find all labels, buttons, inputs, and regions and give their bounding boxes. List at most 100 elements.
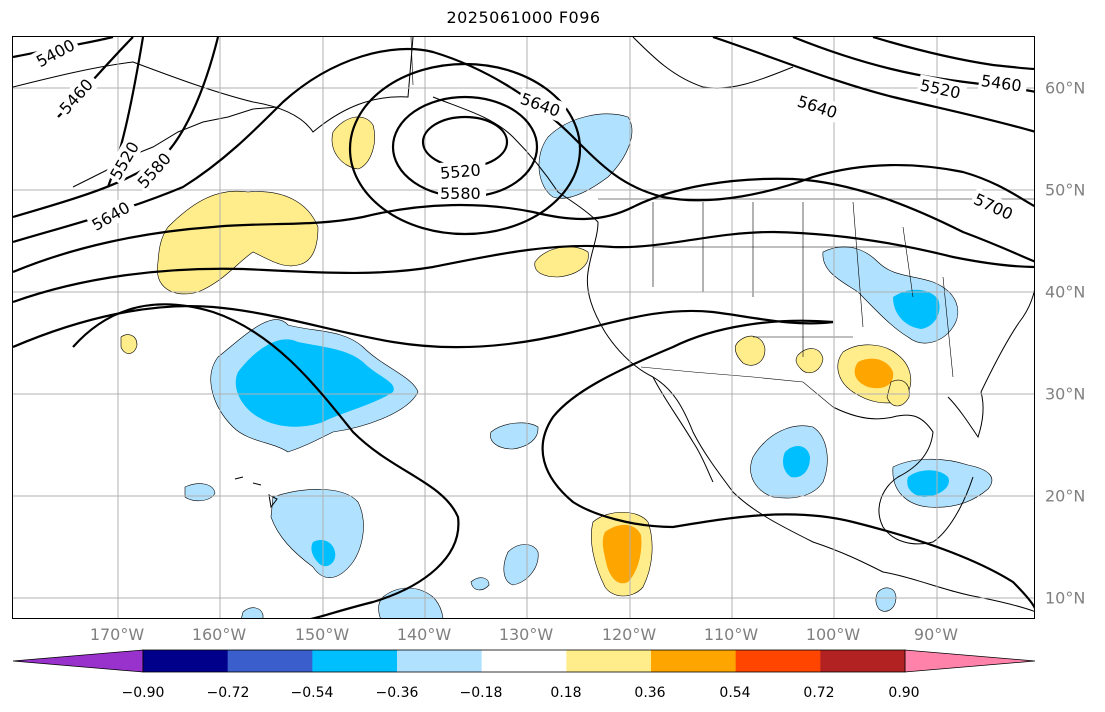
contour-label: 5640 — [88, 198, 133, 235]
colorbar-segment — [397, 650, 483, 672]
anomaly-area-great-lakes — [822, 246, 959, 344]
colorbar-tick: 0.18 — [550, 685, 582, 701]
contour-label: 5400 — [33, 37, 78, 71]
contour-label: 5580 — [440, 184, 481, 203]
anomaly-area-caribbean-core — [907, 470, 949, 497]
contour-line — [872, 37, 1034, 71]
lon-label-130w: 130°W — [498, 625, 554, 644]
lat-label-30n: 30°N — [1045, 384, 1086, 404]
lon-label-150w: 150°W — [294, 625, 350, 644]
colorbar-segment — [312, 650, 398, 672]
lon-label-110w: 110°W — [703, 625, 759, 644]
aleutian-chain — [72, 106, 279, 188]
low-center-contour-outer — [391, 95, 539, 199]
gridlines — [13, 37, 1034, 618]
lon-label-100w: 100°W — [805, 625, 861, 644]
positive-anomaly-shading — [120, 116, 911, 597]
lat-label-10n: 10°N — [1045, 588, 1086, 608]
low-center-contour-inner — [421, 115, 509, 169]
colorbar-segment — [566, 650, 652, 672]
anomaly-area-east-pacific-tiny — [875, 587, 897, 612]
hawaii-islands — [234, 476, 278, 509]
contour-label: 5520 — [918, 76, 962, 103]
anomaly-area-central-pacific-core — [235, 339, 394, 427]
contour-line — [72, 303, 460, 618]
anomaly-area-great-lakes-core — [893, 289, 940, 329]
us-west-coast — [586, 221, 1034, 612]
anomaly-area-texas-core — [854, 358, 894, 389]
colorbar-border — [142, 649, 906, 673]
anomaly-area-southwest — [734, 335, 766, 366]
anomaly-area-small-w — [120, 334, 138, 354]
anomaly-area-hawaii — [270, 489, 364, 578]
lat-label-50n: 50°N — [1045, 180, 1086, 200]
contour-line — [712, 37, 1034, 133]
colorbar-tick: 0.90 — [888, 685, 920, 701]
alaska-canada-border — [410, 37, 414, 86]
anomaly-area-southwest-2 — [795, 348, 824, 374]
colorbar-tick: −0.54 — [290, 685, 334, 701]
hudson-region — [632, 37, 794, 89]
contour-line — [13, 304, 834, 349]
contour-label: 5460 — [980, 71, 1023, 95]
colorbar-tick: −0.18 — [459, 685, 503, 701]
colorbar-tick: −0.72 — [206, 685, 250, 701]
contour-line — [541, 319, 1034, 609]
anomaly-area-bottom-left-2 — [241, 607, 264, 618]
florida — [947, 391, 984, 439]
anomaly-area-bering — [331, 116, 375, 170]
anomaly-area-gulf-of-alaska-west — [156, 190, 319, 295]
lat-label-20n: 20°N — [1045, 486, 1086, 506]
contour-line — [13, 230, 1034, 304]
lon-label-140w: 140°W — [396, 625, 452, 644]
colorbar-segments — [12, 649, 1036, 673]
contour-label: 5700 — [971, 190, 1016, 224]
colorbar-tick: −0.90 — [121, 685, 165, 701]
baja-coast — [652, 376, 714, 483]
colorbar-segment — [735, 650, 821, 672]
colorbar-tick: 0.54 — [719, 685, 751, 701]
colorbar-segment — [143, 650, 229, 672]
contour-line — [13, 47, 1034, 244]
colorbar-segment — [481, 650, 567, 672]
low-center-contour-outer2 — [348, 62, 582, 236]
gulf-coast — [832, 406, 974, 545]
colorbar-tick: 0.36 — [634, 685, 666, 701]
anomaly-area-mexico-core — [783, 445, 810, 478]
contour-line — [13, 177, 1034, 274]
colorbar — [12, 649, 1036, 673]
colorbar-segment — [227, 650, 313, 672]
anomaly-area-alaska-panhandle — [538, 113, 633, 199]
contour-label: 5640 — [795, 92, 840, 123]
map-canvas: 5400 5460 5520 5580 5640 5640 5520 5580 … — [13, 37, 1034, 618]
contour-label: 5520 — [439, 160, 481, 182]
contour-label: 5640 — [518, 89, 563, 121]
map-title: 2025061000 F096 — [446, 8, 601, 27]
anomaly-area-baja-core — [602, 524, 642, 584]
colorbar-segment — [651, 650, 737, 672]
anomaly-area-south-pacific-tiny — [470, 577, 490, 591]
colorbar-extend-min — [12, 649, 144, 673]
anomaly-area-south-pacific-small — [503, 544, 539, 586]
map-frame: 5400 5460 5520 5580 5640 5640 5520 5580 … — [12, 36, 1035, 619]
anomaly-area-gulf-east — [886, 379, 910, 407]
coastlines — [13, 37, 1034, 612]
colorbar-segment — [820, 650, 906, 672]
anomaly-area-mid-pacific-small — [490, 422, 539, 450]
height-contours — [13, 37, 1034, 618]
lon-label-170w: 170°W — [89, 625, 145, 644]
lon-label-120w: 120°W — [601, 625, 657, 644]
anomaly-area-small-west — [184, 483, 216, 502]
lat-label-60n: 60°N — [1045, 78, 1086, 98]
lon-label-160w: 160°W — [191, 625, 247, 644]
us-mexico-border — [640, 366, 834, 408]
negative-anomaly-shading — [184, 113, 993, 618]
east-coast — [980, 290, 1034, 393]
anomaly-area-bottom-left — [378, 587, 444, 618]
anomaly-area-pacific-northwest — [534, 246, 589, 278]
colorbar-tick: −0.36 — [375, 685, 419, 701]
lat-label-40n: 40°N — [1045, 282, 1086, 302]
colorbar-extend-max — [904, 649, 1036, 673]
alaska-coast — [13, 37, 414, 133]
colorbar-tick: 0.72 — [803, 685, 835, 701]
